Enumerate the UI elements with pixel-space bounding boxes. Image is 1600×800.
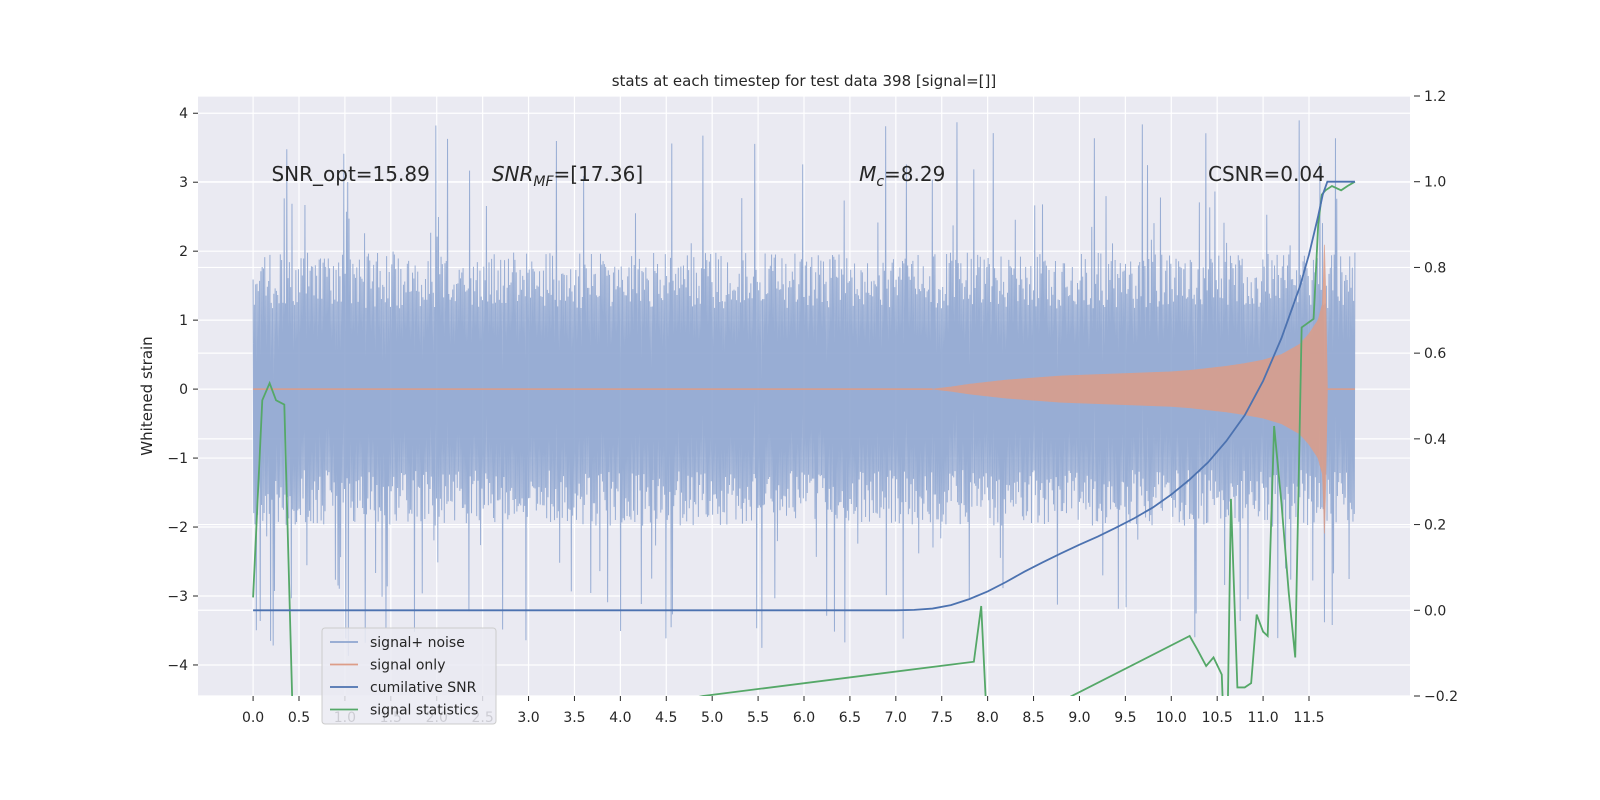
y2-tick-label-6: 1.0: [1424, 175, 1446, 191]
legend-label-3: signal statistics: [370, 703, 478, 719]
x-tick-label-16: 8.0: [977, 710, 999, 726]
y-tick-label-8: 4: [179, 106, 188, 122]
x-tick-label-21: 10.5: [1202, 710, 1233, 726]
annotation-1: SNRMF=[17.36]: [492, 162, 643, 190]
legend-label-0: signal+ noise: [370, 635, 465, 651]
annotations: SNR_opt=15.89 SNRMF=[17.36] Mc=8.29 CSNR=0.…: [271, 162, 1324, 190]
x-tick-label-18: 9.0: [1068, 710, 1090, 726]
y2-tick-label-3: 0.4: [1424, 432, 1446, 448]
cumulative-snr-line: [253, 180, 1355, 612]
legend-label-2: cumilative SNR: [370, 680, 477, 696]
legend-label-1: signal only: [370, 658, 445, 674]
y2-tick-label-4: 0.6: [1424, 346, 1446, 362]
x-tick-label-19: 9.5: [1114, 710, 1136, 726]
x-tick-label-13: 6.5: [839, 710, 861, 726]
x-tick-label-20: 10.0: [1156, 710, 1187, 726]
annotation-2: Mc=8.29: [859, 162, 945, 190]
y-tick-label-2: −2: [167, 520, 188, 536]
x-tick-label-7: 3.5: [563, 710, 585, 726]
x-tick-label-15: 7.5: [931, 710, 953, 726]
y-axis-label: Whitened strain: [138, 336, 156, 455]
chart-title: stats at each timestep for test data 398…: [612, 72, 997, 90]
legend: signal+ noise signal only cumilative SNR si…: [321, 627, 497, 725]
annotation-3: CSNR=0.04: [1208, 162, 1325, 186]
signal-noise-series: [252, 120, 1356, 656]
signal-statistics-series: [252, 180, 1356, 696]
signal-statistics-line: [252, 180, 1356, 696]
x-tick-label-6: 3.0: [517, 710, 539, 726]
y2-tick-label-7: 1.2: [1424, 89, 1446, 105]
y-tick-label-5: 1: [179, 313, 188, 329]
signal-only-series: [253, 244, 1355, 534]
x-tick-label-14: 7.0: [885, 710, 907, 726]
cumulative-snr-series: [253, 180, 1355, 612]
y2-tick-label-5: 0.8: [1424, 260, 1446, 276]
x-tick-label-23: 11.5: [1293, 710, 1324, 726]
y-tick-label-4: 0: [179, 382, 188, 398]
y-tick-label-3: −1: [167, 451, 188, 467]
y-tick-label-6: 2: [179, 244, 188, 260]
y2-tick-label-1: 0.0: [1424, 603, 1446, 619]
y-tick-label-0: −4: [167, 658, 188, 674]
y-tick-label-7: 3: [179, 175, 188, 191]
x-tick-label-8: 4.0: [609, 710, 631, 726]
y2-tick-label-2: 0.2: [1424, 518, 1446, 534]
signal-only-envelope: [932, 244, 1328, 534]
y2-tick-label-0: −0.2: [1424, 689, 1458, 705]
x-tick-label-1: 0.5: [288, 710, 310, 726]
x-tick-label-11: 5.5: [747, 710, 769, 726]
legend-box: [321, 627, 497, 725]
annotation-0: SNR_opt=15.89: [271, 162, 429, 186]
x-tick-label-0: 0.0: [242, 710, 264, 726]
x-tick-label-9: 4.5: [655, 710, 677, 726]
x-tick-label-12: 6.0: [793, 710, 815, 726]
signal-noise-line: [252, 120, 1356, 656]
x-tick-label-17: 8.5: [1022, 710, 1044, 726]
x-tick-label-22: 11.0: [1248, 710, 1279, 726]
x-tick-label-10: 5.0: [701, 710, 723, 726]
y-tick-label-1: −3: [167, 589, 188, 605]
